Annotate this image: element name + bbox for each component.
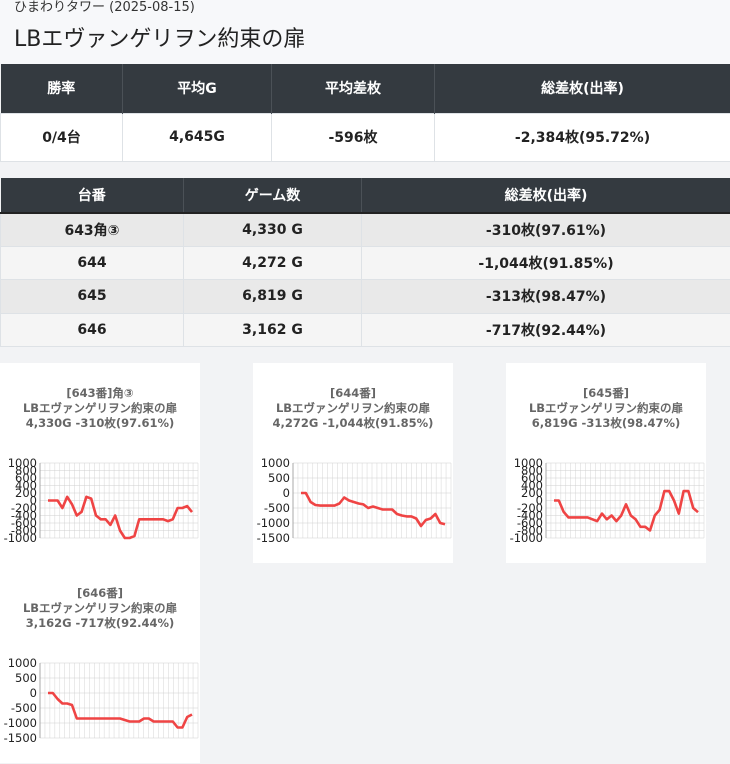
- chart-title-line: LBエヴァンゲリヲン約束の扉: [22, 601, 178, 615]
- col-header-machine-no: 台番: [0, 177, 184, 214]
- table-row[interactable]: 646 3,162 G -717枚(92.44%): [0, 312, 730, 347]
- col-header-total-diff: 総差枚(出率): [361, 177, 730, 214]
- chart-panel-645: [645番] LBエヴァンゲリヲン約束の扉 6,819G -313枚(98.47…: [506, 363, 706, 563]
- chart-title-line: [646番]: [76, 586, 124, 600]
- y-tick-label: -1000: [510, 531, 543, 545]
- chart-title: [645番] LBエヴァンゲリヲン約束の扉 6,819G -313枚(98.47…: [506, 363, 706, 431]
- y-tick-label: -1500: [4, 731, 37, 745]
- y-tick-label: -1500: [257, 531, 290, 545]
- y-tick-label: 0: [283, 486, 290, 500]
- summary-table: 勝率 平均G 平均差枚 総差枚(出率) 0/4台 4,645G -596枚 -2…: [0, 64, 730, 162]
- chart-panel-646: [646番] LBエヴァンゲリヲン約束の扉 3,162G -717枚(92.44…: [0, 563, 200, 763]
- y-tick-label: 200: [521, 486, 543, 500]
- chart-title: [643番]角③ LBエヴァンゲリヲン約束の扉 4,330G -310枚(97.…: [0, 363, 200, 431]
- games-cell: 4,330 G: [183, 212, 362, 247]
- win-rate-value: 0/4台: [0, 112, 123, 162]
- series-line: [301, 491, 446, 528]
- chart-title-line: 4,330G -310枚(97.61%): [25, 416, 175, 430]
- y-tick-label: 1000: [8, 458, 37, 470]
- y-tick-label: -500: [264, 501, 290, 515]
- y-tick-label: 400: [15, 479, 37, 493]
- games-cell: 6,819 G: [183, 279, 362, 314]
- machine-table: 台番 ゲーム数 総差枚(出率) 643角③ 4,330 G -310枚(97.6…: [0, 177, 730, 348]
- y-tick-label: -200: [11, 501, 37, 515]
- y-tick-label: 200: [15, 486, 37, 500]
- y-tick-label: 1000: [8, 658, 37, 670]
- y-tick-label: 0: [30, 686, 37, 700]
- series-line: [554, 489, 699, 532]
- charts-area: [643番]角③ LBエヴァンゲリヲン約束の扉 4,330G -310枚(97.…: [0, 347, 730, 763]
- chart-title-line: LBエヴァンゲリヲン約束の扉: [528, 401, 684, 415]
- y-tick-label: -1000: [4, 531, 37, 545]
- col-header-avg-diff: 平均差枚: [271, 64, 435, 113]
- machine-no-cell: 644: [0, 245, 184, 280]
- chart-title: [646番] LBエヴァンゲリヲン約束の扉 3,162G -717枚(92.44…: [0, 563, 200, 631]
- y-tick-label: 400: [521, 479, 543, 493]
- col-header-games: ゲーム数: [183, 177, 362, 214]
- y-tick-label: -600: [11, 516, 37, 530]
- avg-diff-value: -596枚: [271, 112, 435, 162]
- machine-no-cell: 643角③: [0, 212, 184, 247]
- chart-title-line: LBエヴァンゲリヲン約束の扉: [275, 401, 431, 415]
- machine-header-row: 台番 ゲーム数 総差枚(出率): [0, 177, 730, 214]
- total-diff-cell: -310枚(97.61%): [361, 212, 730, 247]
- total-diff-value: -2,384枚(95.72%): [434, 112, 730, 162]
- y-tick-label: 500: [268, 471, 290, 485]
- y-tick-label: 800: [15, 464, 37, 478]
- y-tick-label: 1000: [514, 458, 543, 470]
- y-tick-label: 500: [15, 671, 37, 685]
- y-tick-label: 0: [30, 494, 37, 508]
- chart-panel-644: [644番] LBエヴァンゲリヲン約束の扉 4,272G -1,044枚(91.…: [253, 363, 453, 563]
- chart-title-line: 3,162G -717枚(92.44%): [25, 616, 175, 630]
- y-tick-label: -400: [11, 509, 37, 523]
- chart-title-line: 6,819G -313枚(98.47%): [531, 416, 681, 430]
- total-diff-cell: -717枚(92.44%): [361, 312, 730, 347]
- summary-header-row: 勝率 平均G 平均差枚 総差枚(出率): [0, 64, 730, 113]
- y-tick-label: 800: [521, 464, 543, 478]
- total-diff-cell: -1,044枚(91.85%): [361, 245, 730, 280]
- y-tick-label: 600: [15, 471, 37, 485]
- chart-title-line: [643番]角③: [66, 386, 134, 400]
- y-tick-label: -600: [517, 516, 543, 530]
- avg-games-value: 4,645G: [122, 112, 272, 162]
- chart-title-line: [644番]: [329, 386, 377, 400]
- y-tick-label: 600: [521, 471, 543, 485]
- page-header: ひまわりタワー (2025-08-15) LBエヴァンゲリヲン約束の扉: [0, 0, 730, 64]
- col-header-avg-games: 平均G: [122, 64, 272, 113]
- y-tick-label: -1000: [257, 516, 290, 530]
- y-tick-label: -500: [11, 701, 37, 715]
- y-tick-label: 1000: [261, 458, 290, 470]
- chart-panel-643: [643番]角③ LBエヴァンゲリヲン約束の扉 4,330G -310枚(97.…: [0, 363, 200, 563]
- total-diff-cell: -313枚(98.47%): [361, 279, 730, 314]
- y-tick-label: -1000: [4, 716, 37, 730]
- y-tick-label: -800: [517, 524, 543, 538]
- chart-title-line: [645番]: [582, 386, 630, 400]
- col-header-win-rate: 勝率: [0, 64, 123, 113]
- chart-title: [644番] LBエヴァンゲリヲン約束の扉 4,272G -1,044枚(91.…: [253, 363, 453, 431]
- col-header-total-diff: 総差枚(出率): [434, 64, 730, 113]
- y-tick-label: -800: [11, 524, 37, 538]
- summary-row: 0/4台 4,645G -596枚 -2,384枚(95.72%): [0, 112, 730, 162]
- machine-no-cell: 645: [0, 279, 184, 314]
- y-tick-label: 0: [536, 494, 543, 508]
- chart-title-line: LBエヴァンゲリヲン約束の扉: [22, 401, 178, 415]
- store-date-label: ひまわりタワー (2025-08-15): [14, 0, 195, 15]
- games-cell: 4,272 G: [183, 245, 362, 280]
- table-row[interactable]: 644 4,272 G -1,044枚(91.85%): [0, 245, 730, 280]
- series-line: [48, 495, 194, 540]
- chart-title-line: 4,272G -1,044枚(91.85%): [272, 416, 434, 430]
- y-tick-label: -400: [517, 509, 543, 523]
- y-tick-label: -200: [517, 501, 543, 515]
- machine-no-cell: 646: [0, 312, 184, 347]
- series-line: [48, 691, 193, 729]
- games-cell: 3,162 G: [183, 312, 362, 347]
- table-row[interactable]: 643角③ 4,330 G -310枚(97.61%): [0, 212, 730, 247]
- page-title: LBエヴァンゲリヲン約束の扉: [14, 27, 306, 52]
- spacer: [0, 161, 730, 178]
- table-row[interactable]: 645 6,819 G -313枚(98.47%): [0, 279, 730, 314]
